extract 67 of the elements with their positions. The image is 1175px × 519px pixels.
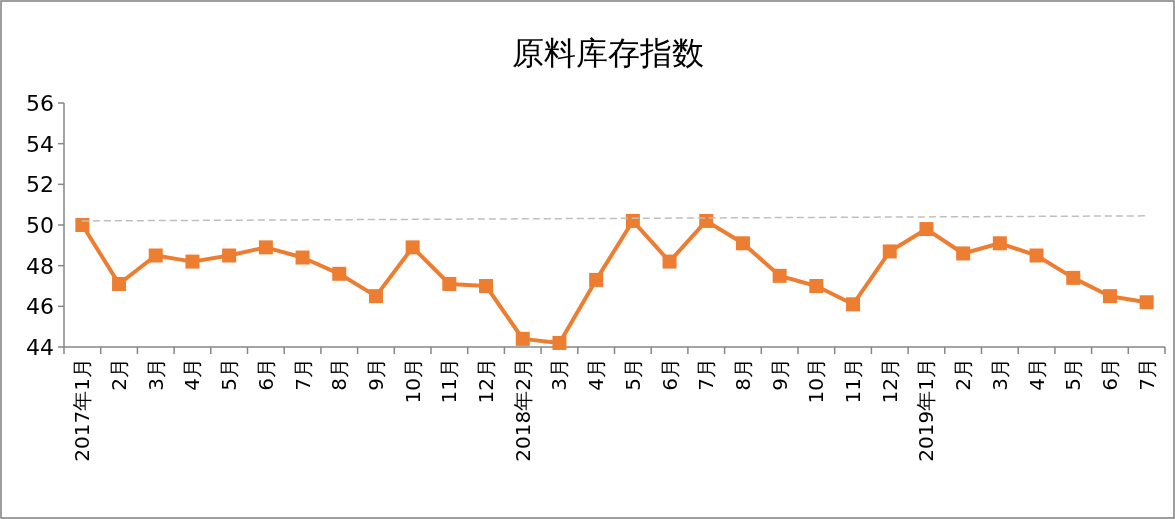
x-tick-label: 5月 [620,358,645,391]
point [405,240,420,255]
point [992,236,1007,251]
point [222,248,237,263]
y-tick-label: 52 [26,172,54,198]
x-tick-label: 9月 [363,358,388,391]
x-tick-label: 2月 [951,358,976,391]
x-tick-label: 2月 [107,358,132,391]
x-tick-label: 4月 [584,358,609,391]
point [1102,289,1117,304]
x-tick-label: 7月 [290,358,315,391]
point [772,268,787,283]
x-tick-label: 5月 [217,358,242,391]
point [148,248,163,263]
y-tick-label: 56 [26,91,54,116]
x-tick-label: 11月 [437,358,462,404]
y-tick-label: 48 [26,253,54,279]
point [295,250,310,265]
point [442,276,457,291]
point [882,244,897,259]
point [258,240,273,255]
point [75,218,90,232]
x-tick-label: 8月 [730,358,755,391]
point [112,276,127,291]
point [662,254,677,269]
point [1029,248,1044,263]
point [479,279,494,293]
y-tick-label: 44 [26,335,54,360]
x-tick-label: 3月 [547,358,572,391]
x-tick-label: 2018年2月 [510,358,535,462]
point [552,335,567,350]
x-tick-label: 12月 [474,358,499,404]
x-tick-label: 10月 [400,358,425,404]
x-tick-label: 12月 [877,358,902,404]
x-tick-label: 4月 [1024,358,1049,391]
x-tick-label: 2017年1月 [70,358,95,462]
x-tick-label: 4月 [180,358,205,391]
point [1139,295,1154,310]
x-tick-label: 11月 [841,358,866,404]
point [515,331,530,346]
point [625,213,640,228]
y-tick-label: 50 [26,213,54,238]
title: 原料库存指数 [511,34,704,72]
x-tick-label: 3月 [987,358,1012,391]
point [332,266,347,281]
point [809,279,824,293]
x-tick-label: 7月 [1134,358,1159,391]
x-tick-label: 2019年1月 [914,358,939,462]
x-tick-label: 9月 [767,358,792,391]
x-tick-label: 7月 [694,358,719,391]
point [735,236,750,251]
y-tick-label: 46 [26,294,54,320]
point [846,297,861,312]
x-tick-label: 3月 [143,358,168,391]
x-tick-label: 6月 [1097,358,1122,391]
x-tick-label: 10月 [804,358,829,404]
x-tick-label: 6月 [657,358,682,391]
point [1066,270,1081,285]
point [589,272,604,287]
point [919,222,934,237]
x-tick-label: 5月 [1061,358,1086,391]
point [185,254,200,269]
point [956,246,971,261]
point [368,289,383,304]
y-tick-label: 54 [26,131,54,157]
x-tick-label: 6月 [253,358,278,391]
x-tick-label: 8月 [327,358,352,391]
